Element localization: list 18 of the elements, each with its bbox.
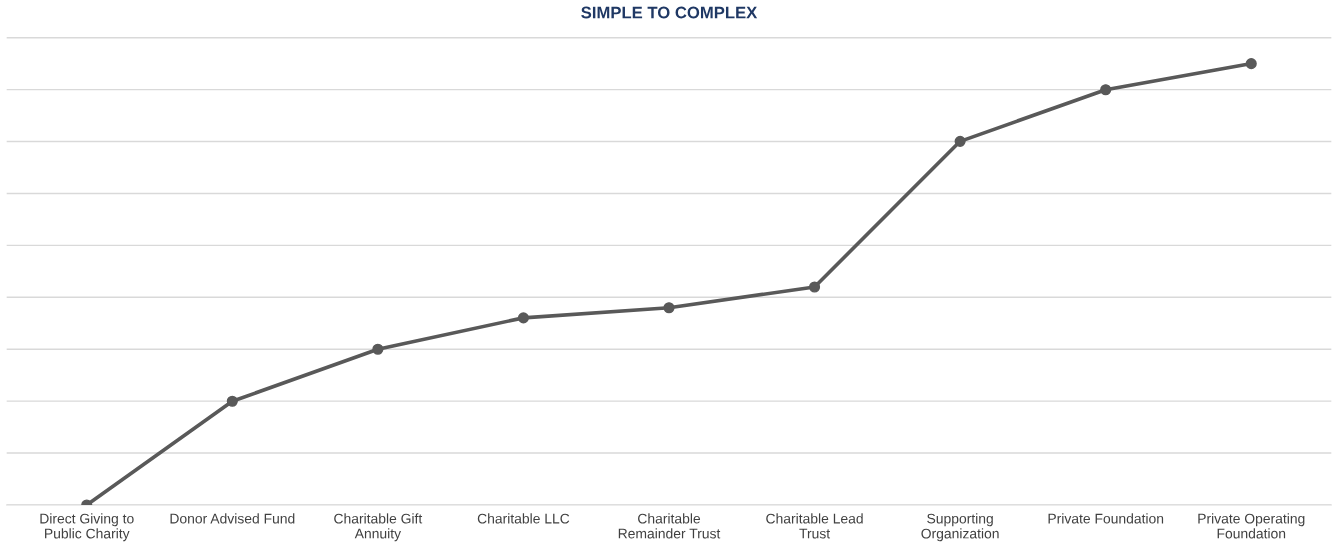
x-tick-label: Private Operating Foundation	[1198, 513, 1305, 539]
x-tick-label: Private Foundation	[1048, 513, 1164, 524]
point	[372, 343, 384, 355]
point	[954, 135, 966, 147]
x-tick-label: Charitable LLC	[477, 513, 570, 524]
x-tick-label: Supporting Organization	[921, 513, 999, 542]
x-tick-label: Donor Advised Fund	[170, 513, 295, 524]
x-tick-label: Direct Giving to Public Charity	[40, 513, 134, 542]
x-tick-label: Charitable Gift Annuity	[334, 513, 423, 542]
point	[226, 395, 238, 407]
point	[663, 302, 675, 314]
point	[809, 281, 821, 293]
x-tick-label: Charitable Lead Trust	[766, 513, 863, 539]
point	[1245, 58, 1257, 70]
chart-title: SIMPLE TO COMPLEX	[581, 6, 758, 19]
x-tick-label: Charitable Remainder Trust	[618, 513, 721, 539]
point	[517, 312, 529, 324]
point	[1100, 84, 1112, 96]
